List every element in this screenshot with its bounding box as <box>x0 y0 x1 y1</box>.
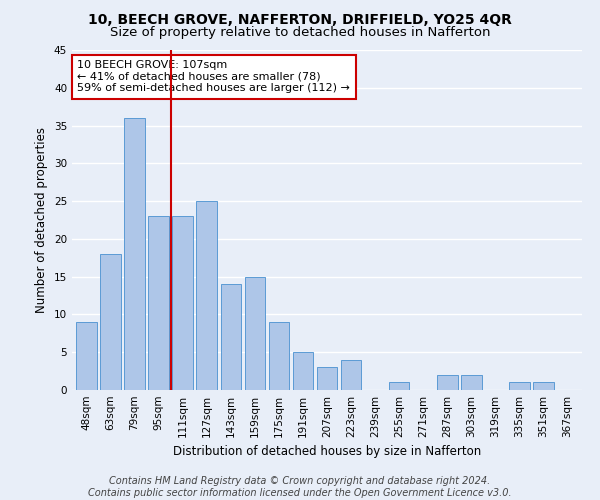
Bar <box>293 352 313 390</box>
Text: 10, BEECH GROVE, NAFFERTON, DRIFFIELD, YO25 4QR: 10, BEECH GROVE, NAFFERTON, DRIFFIELD, Y… <box>88 12 512 26</box>
Bar <box>196 201 217 390</box>
Y-axis label: Number of detached properties: Number of detached properties <box>35 127 49 313</box>
Bar <box>269 322 289 390</box>
Bar <box>172 216 193 390</box>
Bar <box>341 360 361 390</box>
Bar <box>317 368 337 390</box>
Text: Size of property relative to detached houses in Nafferton: Size of property relative to detached ho… <box>110 26 490 39</box>
Bar <box>389 382 409 390</box>
Bar <box>533 382 554 390</box>
Text: 10 BEECH GROVE: 107sqm
← 41% of detached houses are smaller (78)
59% of semi-det: 10 BEECH GROVE: 107sqm ← 41% of detached… <box>77 60 350 94</box>
Bar <box>437 375 458 390</box>
Bar <box>509 382 530 390</box>
Bar <box>221 284 241 390</box>
Bar <box>148 216 169 390</box>
X-axis label: Distribution of detached houses by size in Nafferton: Distribution of detached houses by size … <box>173 446 481 458</box>
Bar <box>124 118 145 390</box>
Bar <box>76 322 97 390</box>
Bar <box>100 254 121 390</box>
Bar <box>461 375 482 390</box>
Bar <box>245 276 265 390</box>
Text: Contains HM Land Registry data © Crown copyright and database right 2024.
Contai: Contains HM Land Registry data © Crown c… <box>88 476 512 498</box>
